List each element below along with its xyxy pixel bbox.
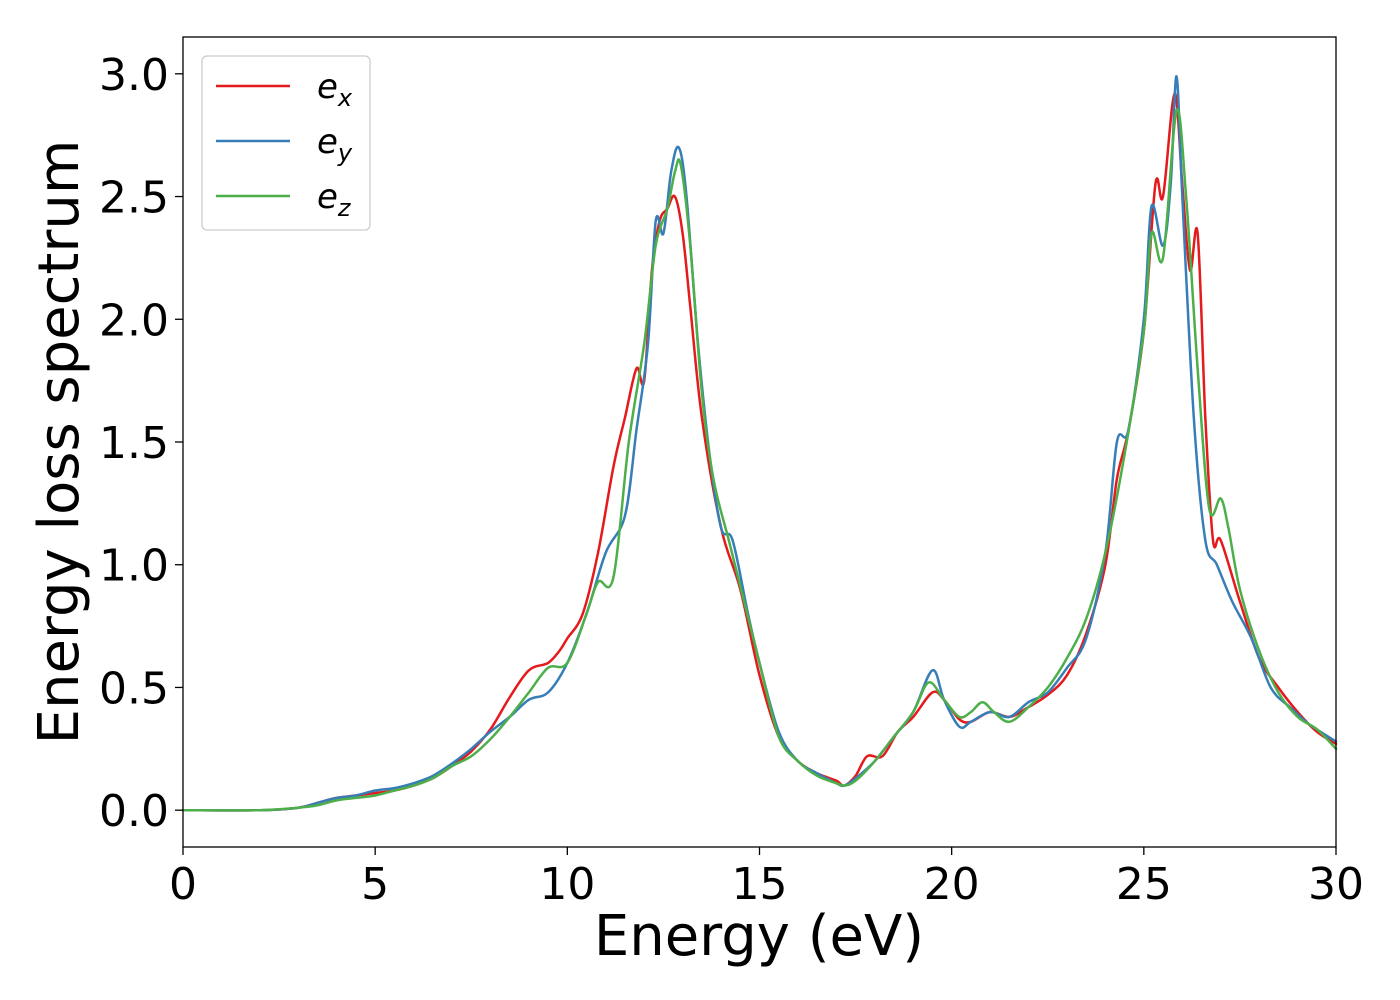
plot-background [183,37,1336,847]
x-axis-title: Energy (eV) [594,904,924,969]
legend-box [201,55,371,231]
x-tick-label: 20 [924,859,980,910]
y-tick-label: 1.5 [99,418,169,469]
y-axis-title: Energy loss spectrum [27,140,92,745]
y-tick-label: 0.0 [99,786,169,837]
y-tick-label: 3.0 [99,50,169,101]
x-tick-label: 0 [169,859,197,910]
x-tick-label: 30 [1308,859,1364,910]
x-axis-ticks: 0 5 10 15 20 25 30 [169,847,1364,910]
x-tick-label: 10 [539,859,595,910]
x-tick-label: 15 [732,859,788,910]
series-layer [181,75,1338,812]
x-tick-label: 25 [1116,859,1172,910]
y-tick-label: 2.0 [99,295,169,346]
y-tick-label: 1.0 [99,541,169,592]
y-axis-ticks: 0.0 0.5 1.0 1.5 2.0 2.5 3.0 [99,50,183,837]
y-tick-label: 0.5 [99,663,169,714]
x-tick-label: 5 [361,859,389,910]
y-tick-label: 2.5 [99,173,169,224]
series-line-ez [181,108,1338,812]
